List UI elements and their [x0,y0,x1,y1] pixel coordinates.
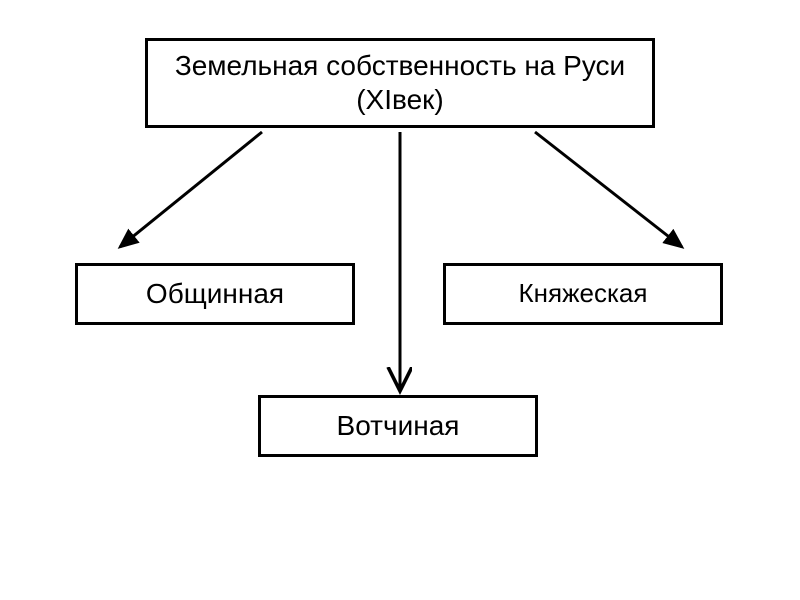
child-node-right: Княжеская [443,263,723,325]
diagram-canvas: Земельная собственность на Руси (XIвек) … [0,0,800,600]
root-title-line1: Земельная собственность на Руси [175,49,625,83]
child-right-label: Княжеская [519,278,648,309]
child-node-left: Общинная [75,263,355,325]
arrow-right [535,132,682,247]
root-title-line2: (XIвек) [175,83,625,117]
arrow-left [120,132,262,247]
child-center-label: Вотчиная [337,409,460,443]
root-node: Земельная собственность на Руси (XIвек) [145,38,655,128]
child-node-center: Вотчиная [258,395,538,457]
child-left-label: Общинная [146,277,284,311]
